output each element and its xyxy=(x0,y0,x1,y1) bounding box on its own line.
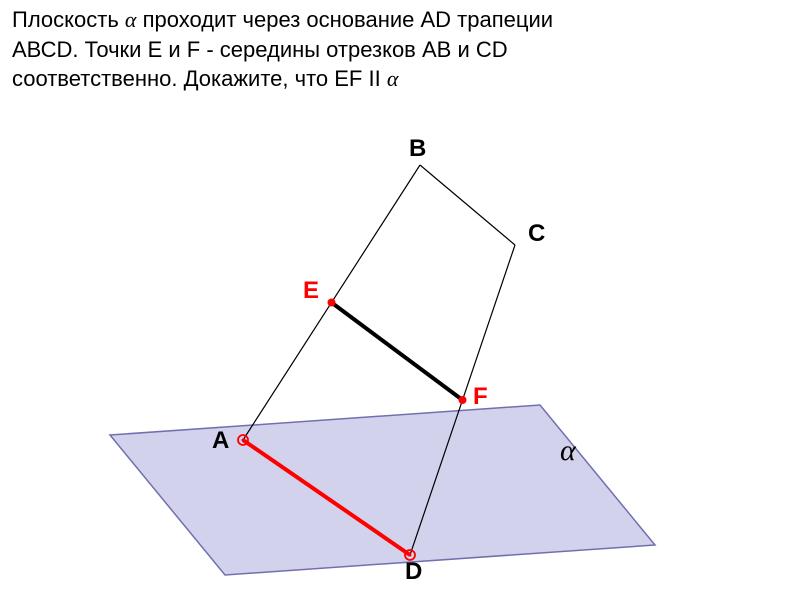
edge-BC xyxy=(420,165,515,245)
label-D: D xyxy=(405,558,422,586)
label-B: В xyxy=(409,135,426,163)
plane-alpha xyxy=(110,405,655,575)
text-line1-pre: Плоскость xyxy=(12,7,125,32)
alpha-symbol-1: α xyxy=(125,7,137,32)
label-A: А xyxy=(212,427,229,455)
text-line3-pre: соответственно. Докажите, что EF II xyxy=(12,66,387,91)
label-E: E xyxy=(303,277,319,305)
point-A-inner xyxy=(242,439,245,442)
label-C: С xyxy=(528,220,545,248)
point-F xyxy=(459,396,467,404)
point-D-inner xyxy=(409,554,412,557)
diagram-svg xyxy=(0,120,800,600)
label-F: F xyxy=(473,383,488,411)
point-E xyxy=(328,299,336,307)
text-line1-post: проходит через основание AD трапеции xyxy=(136,7,553,32)
problem-text: Плоскость α проходит через основание AD … xyxy=(12,5,788,94)
label-alpha: α xyxy=(560,434,576,468)
text-line2: АВСD. Точки Е и F - середины отрезков АВ… xyxy=(12,37,508,62)
midline-EF xyxy=(332,303,463,401)
geometry-diagram: А В С D E F α xyxy=(0,120,800,600)
alpha-symbol-2: α xyxy=(387,66,399,91)
